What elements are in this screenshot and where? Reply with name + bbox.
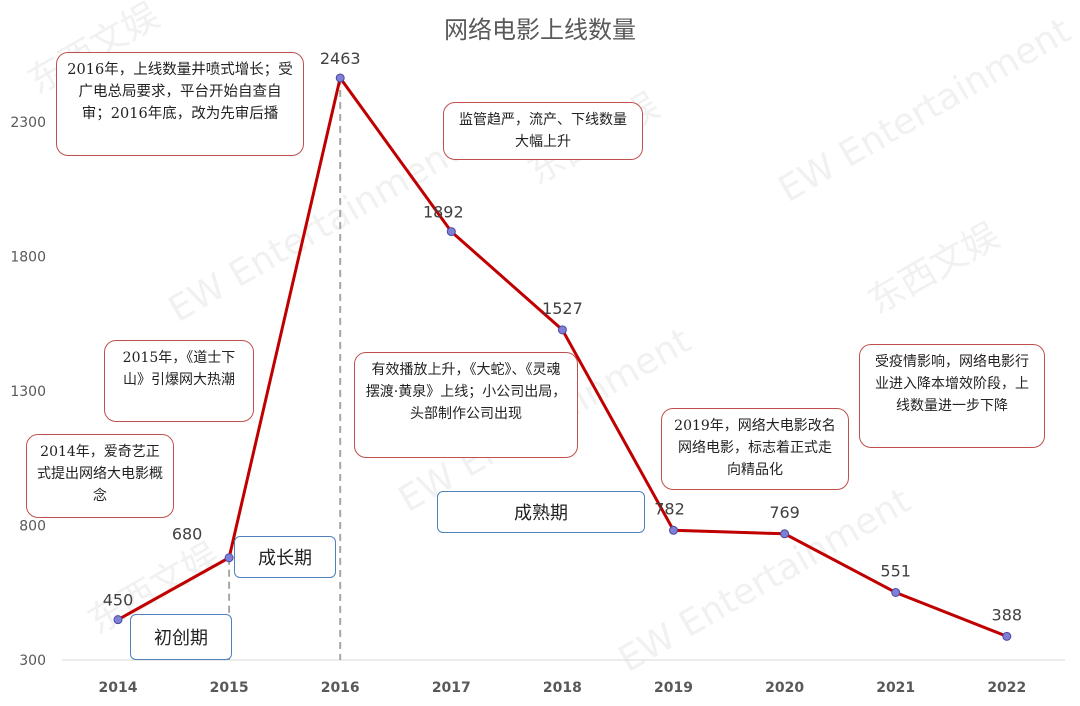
data-label: 551 (880, 561, 911, 580)
x-tick-label: 2020 (765, 680, 804, 696)
y-tick-label: 300 (19, 653, 46, 669)
phase-startup: 初创期 (130, 614, 232, 660)
x-tick-label: 2015 (210, 680, 249, 696)
annotation-2019: 2019年，网络大电影改名网络电影，标志着正式走向精品化 (661, 408, 849, 490)
x-tick-label: 2021 (876, 680, 915, 696)
data-label: 769 (769, 503, 800, 522)
data-point (224, 553, 234, 563)
annotation-2017: 有效播放上升，《大蛇》、《灵魂摆渡·黄泉》上线；小公司出局，头部制作公司出现 (354, 352, 578, 458)
phase-growth: 成长期 (234, 536, 336, 578)
data-label: 388 (992, 605, 1023, 624)
data-label: 680 (172, 525, 203, 544)
data-point (113, 615, 123, 625)
y-tick-label: 1800 (10, 249, 46, 265)
data-point (891, 587, 901, 597)
y-tick-label: 1300 (10, 384, 46, 400)
annotation-2016: 2016年，上线数量井喷式增长；受广电总局要求，平台开始自查自审；2016年底，… (56, 52, 304, 156)
data-point (669, 525, 678, 535)
data-point (335, 73, 345, 83)
data-label: 450 (103, 591, 134, 610)
annotation-2014: 2014年，爱奇艺正式提出网络大电影概念 (26, 434, 174, 518)
x-tick-label: 2014 (99, 680, 138, 696)
x-tick-label: 2019 (654, 680, 693, 696)
data-point (780, 529, 790, 539)
y-tick-label: 800 (19, 518, 46, 534)
annotation-regulation: 监管趋严，流产、下线数量大幅上升 (443, 102, 643, 160)
phase-mature: 成熟期 (437, 491, 645, 533)
x-tick-label: 2016 (321, 680, 360, 696)
annotation-2015: 2015年，《道士下山》引爆网大热潮 (104, 340, 254, 422)
data-label: 1892 (423, 203, 464, 222)
data-label: 2463 (320, 49, 361, 68)
y-tick-label: 2300 (10, 115, 46, 131)
chart-title: 网络电影上线数量 (444, 16, 636, 44)
data-label: 1527 (542, 299, 583, 318)
data-point (1002, 631, 1012, 641)
data-point (557, 325, 567, 335)
data-point (446, 227, 456, 237)
x-tick-label: 2022 (987, 680, 1026, 696)
x-tick-label: 2017 (432, 680, 471, 696)
data-label: 782 (654, 499, 685, 518)
x-tick-label: 2018 (543, 680, 582, 696)
annotation-covid: 受疫情影响，网络电影行业进入降本增效阶段，上线数量进一步下降 (859, 344, 1045, 448)
